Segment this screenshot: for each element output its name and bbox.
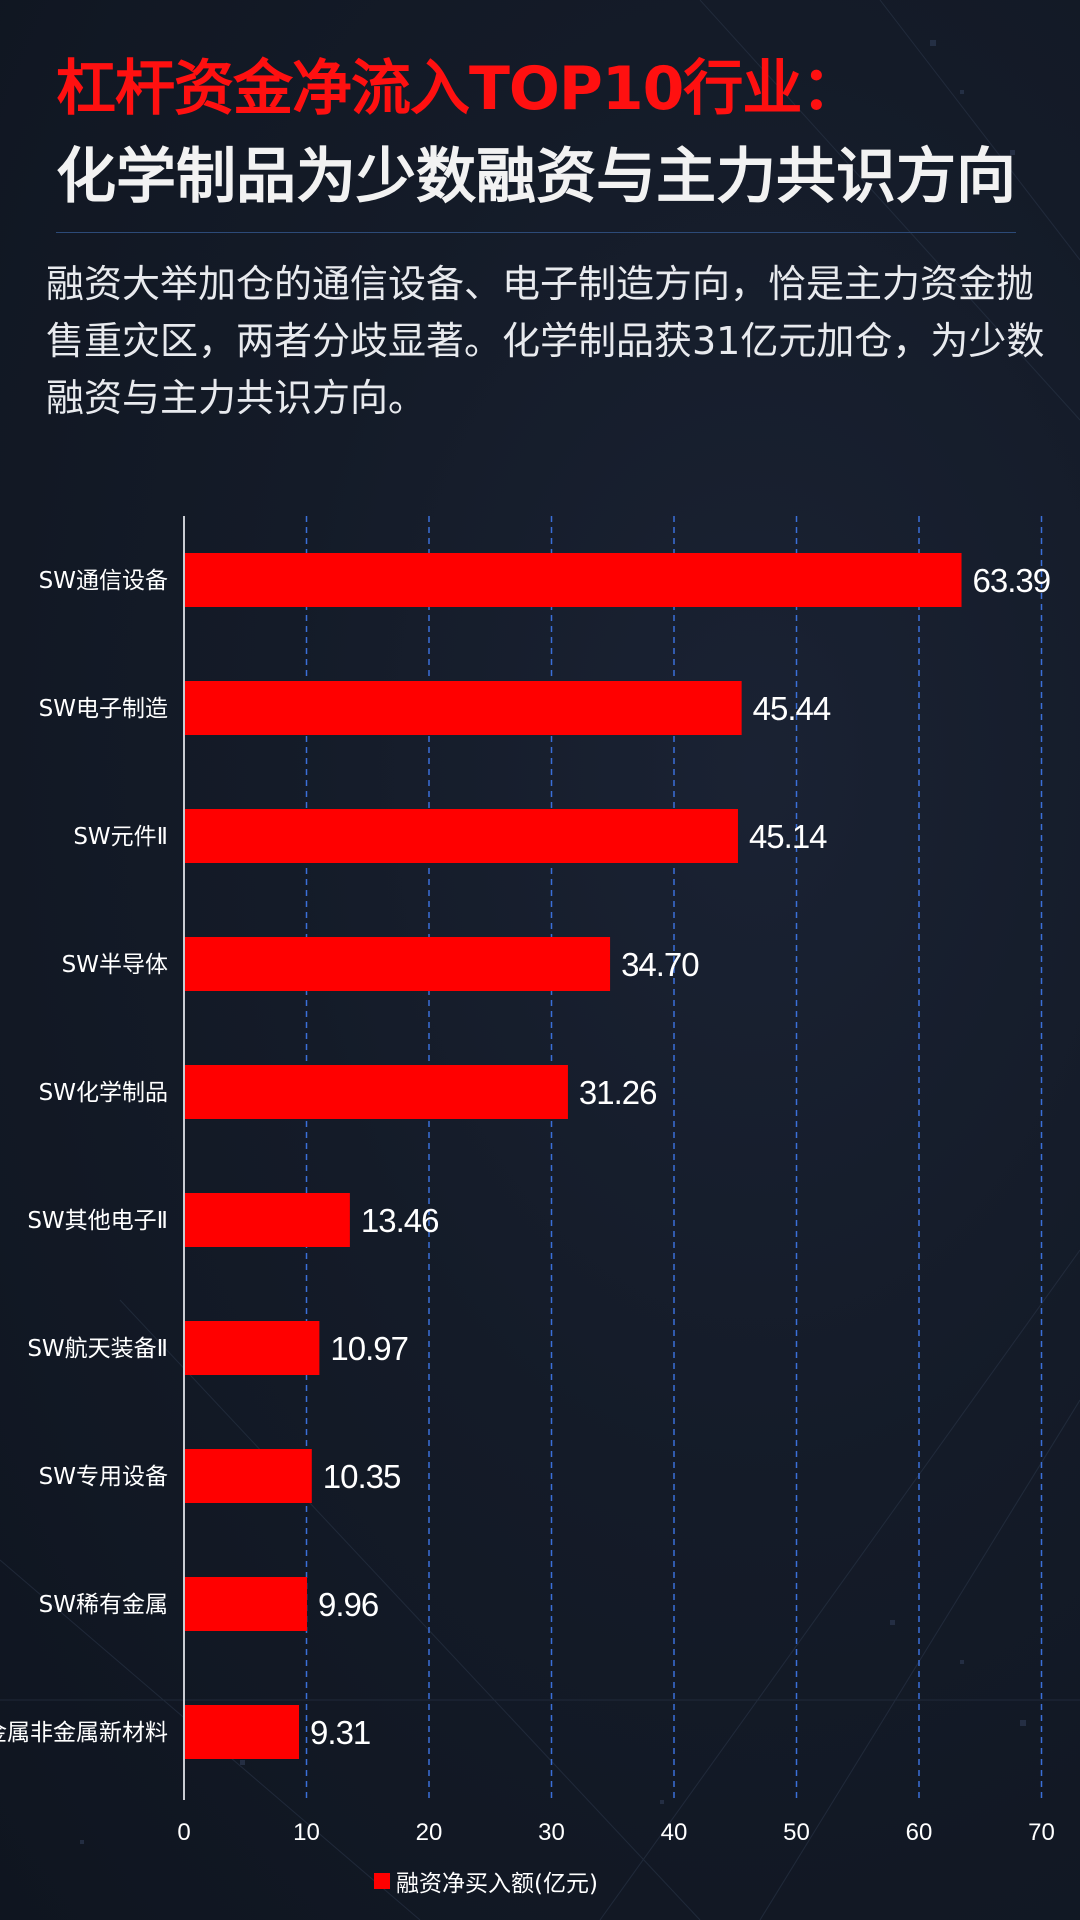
description-text: 融资大举加仓的通信设备、电子制造方向，恰是主力资金抛售重灾区，两者分歧显著。化学…	[46, 262, 1045, 420]
x-tick-label: 70	[1028, 1819, 1055, 1846]
legend-swatch	[374, 1873, 390, 1889]
legend-label: 融资净买入额(亿元)	[396, 1871, 598, 1897]
data-label: 9.31	[310, 1714, 370, 1751]
chart-legend: 融资净买入额(亿元)	[374, 1864, 598, 1898]
data-label: 9.96	[318, 1586, 378, 1623]
chart-title: 杠杆资金净流入TOP10行业：	[56, 54, 861, 124]
x-tick-label: 20	[416, 1819, 443, 1846]
data-label: 10.35	[323, 1458, 401, 1495]
bar	[185, 1321, 320, 1375]
bar	[185, 1705, 300, 1759]
category-label: SW化学制品	[39, 1080, 168, 1106]
category-label: SW半导体	[62, 952, 168, 978]
category-label: SW元件Ⅱ	[73, 824, 168, 850]
x-tick-label: 0	[177, 1819, 190, 1846]
category-label: SW金属非金属新材料	[0, 1720, 168, 1746]
bar	[185, 1065, 568, 1119]
x-tick-label: 10	[293, 1819, 320, 1846]
x-tick-label: 40	[661, 1819, 688, 1846]
bar	[185, 937, 611, 991]
bar	[185, 1449, 312, 1503]
data-label: 63.39	[973, 562, 1051, 599]
data-label: 34.70	[621, 946, 699, 983]
bar	[185, 1193, 350, 1247]
title-divider	[56, 232, 1016, 233]
category-label: SW其他电子Ⅱ	[27, 1208, 168, 1234]
x-tick-label: 60	[906, 1819, 933, 1846]
x-tick-label: 30	[538, 1819, 565, 1846]
data-label: 13.46	[361, 1202, 439, 1239]
data-label: 45.14	[749, 818, 827, 855]
bar	[185, 1577, 308, 1631]
bar	[185, 681, 742, 735]
chart-subtitle: 化学制品为少数融资与主力共识方向	[56, 142, 1016, 212]
data-label: 45.44	[753, 690, 831, 727]
category-label: SW专用设备	[39, 1464, 168, 1490]
x-tick-label: 50	[783, 1819, 810, 1846]
category-label: SW通信设备	[39, 568, 168, 594]
data-label: 31.26	[579, 1074, 657, 1111]
data-label: 10.97	[330, 1330, 408, 1367]
bar	[185, 809, 738, 863]
category-label: SW航天装备Ⅱ	[27, 1336, 168, 1362]
category-label: SW电子制造	[39, 696, 168, 722]
category-label: SW稀有金属	[39, 1592, 168, 1618]
bar	[185, 553, 962, 607]
